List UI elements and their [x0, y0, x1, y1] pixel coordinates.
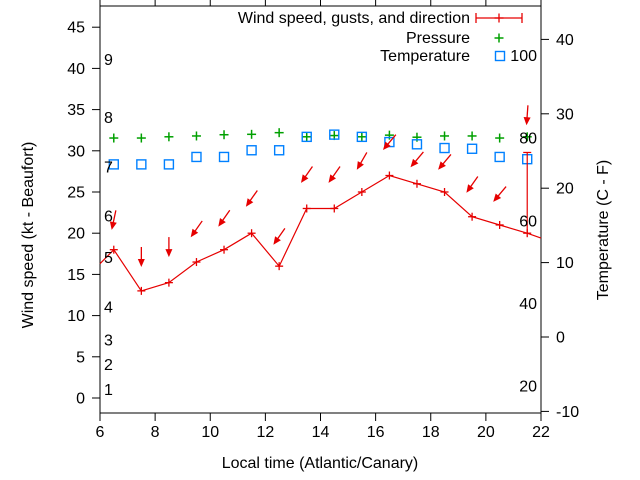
fahrenheit-scale-label: 100	[510, 48, 537, 65]
y-right-tick-label: -10	[556, 404, 579, 421]
legend: Wind speed, gusts, and direction Pressur…	[238, 10, 523, 65]
x-tick-label: 12	[256, 424, 274, 441]
wind-direction-arrowhead	[165, 249, 173, 258]
fahrenheit-scale-label: 40	[519, 296, 537, 313]
y-left-tick-label: 10	[67, 308, 85, 325]
wind-direction-arrowhead	[356, 161, 364, 170]
y-left-tick-label: 40	[67, 61, 85, 78]
beaufort-scale-label: 8	[104, 110, 113, 127]
temperature-marker	[356, 131, 368, 143]
wind-direction-arrowhead	[410, 158, 419, 168]
wind-direction-arrowhead	[328, 174, 336, 183]
wind-direction-arrowhead	[523, 117, 531, 126]
beaufort-scale-label: 1	[104, 382, 113, 399]
x-tick-label: 22	[532, 424, 550, 441]
temperature-marker	[246, 145, 257, 156]
beaufort-scale-label: 7	[104, 159, 113, 176]
temperature-marker	[301, 131, 312, 143]
x-tick-label: 10	[201, 424, 219, 441]
temperature-marker	[329, 129, 340, 140]
x-tick-label: 18	[422, 424, 440, 441]
wind-direction-arrowhead	[301, 174, 309, 183]
temperature-marker	[466, 143, 478, 154]
wind-direction-arrowhead	[245, 198, 254, 207]
x-tick-label: 20	[477, 424, 495, 441]
y-left-tick-label: 25	[67, 185, 85, 202]
plot-border	[99, 5, 542, 414]
wind-direction-arrowhead	[190, 228, 199, 238]
y-left-tick-label: 30	[67, 143, 85, 160]
y-right-tick-label: 30	[556, 106, 574, 123]
x-tick-label: 6	[96, 424, 105, 441]
y-left-tick-label: 15	[67, 267, 85, 284]
y-left-tick-label: 0	[76, 391, 85, 408]
y-left-tick-label: 45	[67, 20, 85, 37]
y-right-tick-label: 10	[556, 255, 574, 272]
temperature-marker	[273, 145, 285, 156]
wind-direction-arrowhead	[493, 193, 502, 202]
legend-label-temperature: Temperature	[380, 48, 470, 65]
temperature-marker	[439, 142, 450, 154]
beaufort-scale-label: 3	[104, 332, 113, 349]
wind-direction-arrowhead	[383, 141, 391, 150]
y-left-tick-label: 35	[67, 102, 85, 119]
beaufort-scale-label: 2	[104, 357, 113, 374]
y-right-tick-label: 40	[556, 32, 574, 49]
x-tick-label: 16	[367, 424, 385, 441]
legend-label-wind: Wind speed, gusts, and direction	[238, 10, 470, 27]
wind-direction-arrowhead	[218, 218, 226, 227]
temperature-marker	[108, 159, 119, 170]
x-tick-label: 8	[151, 424, 160, 441]
y-left-tick-label: 20	[67, 226, 85, 243]
temperature-marker	[411, 139, 423, 150]
legend-sample-temperature-square	[494, 50, 506, 62]
y-right-axis-title: Temperature (C - F)	[595, 160, 612, 300]
x-axis-title: Local time (Atlantic/Canary)	[222, 455, 419, 472]
wind-direction-arrowhead	[109, 221, 117, 230]
x-tick-label: 14	[312, 424, 330, 441]
legend-label-pressure: Pressure	[406, 30, 470, 47]
fahrenheit-scale-label: 20	[519, 379, 537, 396]
wind-direction-arrowhead	[137, 259, 145, 267]
temperature-marker	[163, 159, 175, 170]
temperature-marker	[136, 159, 147, 170]
temperature-marker	[191, 151, 202, 163]
beaufort-scale-label: 5	[104, 250, 113, 267]
y-left-axis-title: Wind speed (kt - Beaufort)	[20, 142, 37, 329]
temperature-marker	[494, 151, 505, 163]
wind-direction-arrowhead	[466, 184, 474, 193]
y-left-tick-label: 5	[76, 349, 85, 366]
wind-direction-arrowhead	[438, 161, 446, 170]
y-right-tick-label: 20	[556, 181, 574, 198]
beaufort-scale-label: 4	[104, 299, 113, 316]
wind-speed-line	[99, 174, 542, 292]
temperature-marker	[218, 151, 230, 163]
fahrenheit-scale-label: 80	[519, 131, 537, 148]
wind-direction-arrowhead	[273, 236, 281, 245]
beaufort-scale-label: 9	[104, 52, 113, 69]
beaufort-scale-label: 6	[104, 209, 113, 226]
plot-layer: 6 8 10 12 14 16 18 20 22051015202530354045-10010…	[67, 0, 579, 441]
fahrenheit-scale-label: 60	[519, 213, 537, 230]
y-right-tick-label: 0	[556, 330, 565, 347]
